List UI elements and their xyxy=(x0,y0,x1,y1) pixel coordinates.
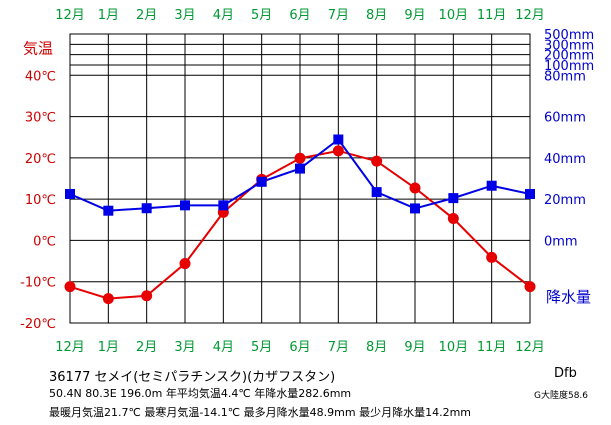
month-label-top: 10月 xyxy=(439,8,469,23)
precipitation-point xyxy=(295,163,305,174)
month-label-bottom: 9月 xyxy=(404,340,425,355)
month-label-top: 12月 xyxy=(515,8,545,23)
temperature-point xyxy=(141,290,153,302)
month-label-top: 11月 xyxy=(477,8,507,23)
plot-frame xyxy=(69,33,531,324)
month-label-bottom: 3月 xyxy=(174,340,195,355)
temperature-point xyxy=(179,258,191,270)
precipitation-top-label: 500mm xyxy=(544,28,594,43)
month-label-bottom: 4月 xyxy=(213,340,234,355)
precipitation-top-label: 100mm xyxy=(544,59,594,74)
temperature-point xyxy=(409,182,421,194)
temperature-tick-label: -20℃ xyxy=(20,317,56,332)
chart-grid xyxy=(70,34,530,323)
precipitation-point xyxy=(141,203,152,214)
precipitation-point xyxy=(525,188,535,199)
month-label-top: 5月 xyxy=(251,8,272,23)
chart-text: 40℃ 30℃ 20℃ 10℃ 0℃ -10℃ -20℃ 気温 80mm 60mm 40mm 20mm… xyxy=(20,8,594,355)
precipitation-tick-label: 40mm xyxy=(544,152,586,167)
month-label-top: 12月 xyxy=(55,8,85,23)
precipitation-point xyxy=(256,176,267,187)
temperature-axis-title: 気温 xyxy=(23,39,53,57)
temperature-point xyxy=(64,281,76,293)
month-label-top: 6月 xyxy=(289,8,310,23)
month-label-top: 3月 xyxy=(174,8,195,23)
precipitation-point xyxy=(371,187,382,198)
month-label-bottom: 1月 xyxy=(98,340,119,355)
precipitation-top-label: 200mm xyxy=(544,49,594,64)
precipitation-tick-label: 80mm xyxy=(544,69,586,84)
temperature-point xyxy=(486,251,498,263)
month-label-top: 2月 xyxy=(136,8,157,23)
temperature-tick-label: 0℃ xyxy=(33,234,56,249)
precipitation-tick-label: 0mm xyxy=(544,234,578,249)
month-label-top: 1月 xyxy=(98,8,119,23)
month-label-top: 7月 xyxy=(328,8,349,23)
chart-marks xyxy=(64,134,536,305)
station-stats-line2: 最暖月気温21.7℃ 最寒月気温-14.1℃ 最多月降水量48.9mm 最少月降… xyxy=(49,406,471,419)
precipitation-tick-label: 20mm xyxy=(544,193,586,208)
temperature-tick-label: 20℃ xyxy=(25,152,56,167)
precipitation-axis-title: 降水量 xyxy=(546,288,591,306)
month-label-bottom: 8月 xyxy=(366,340,387,355)
chart-axes xyxy=(69,33,531,324)
precipitation-point xyxy=(448,193,459,204)
precipitation-point xyxy=(218,200,229,211)
month-label-top: 4月 xyxy=(213,8,234,23)
month-label-bottom: 2月 xyxy=(136,340,157,355)
climate-class: Dfb xyxy=(554,366,577,381)
month-label-top: 9月 xyxy=(404,8,425,23)
precipitation-top-label: 300mm xyxy=(544,38,594,53)
precipitation-point xyxy=(333,134,344,145)
temperature-point xyxy=(102,293,114,305)
station-stats-line1: 50.4N 80.3E 196.0m 年平均気温4.4℃ 年降水量282.6mm xyxy=(49,387,352,400)
station-title: 36177 セメイ(セミパラチンスク)(カザフスタン) xyxy=(49,370,336,385)
month-label-bottom: 10月 xyxy=(439,340,469,355)
precipitation-point xyxy=(103,205,114,216)
temperature-point xyxy=(294,152,306,164)
precipitation-point xyxy=(65,188,75,199)
precipitation-point xyxy=(486,180,497,191)
precipitation-point xyxy=(180,200,190,211)
month-label-bottom: 5月 xyxy=(251,340,272,355)
temperature-point xyxy=(371,155,383,167)
month-label-bottom: 11月 xyxy=(477,340,507,355)
temperature-tick-label: 30℃ xyxy=(25,111,56,126)
temperature-tick-label: -10℃ xyxy=(20,276,56,291)
month-label-bottom: 12月 xyxy=(55,340,85,355)
precipitation-point xyxy=(410,203,420,214)
temperature-tick-label: 10℃ xyxy=(25,193,56,208)
temperature-tick-label: 40℃ xyxy=(25,69,56,84)
precipitation-tick-label: 60mm xyxy=(544,111,586,126)
month-label-bottom: 7月 xyxy=(328,340,349,355)
temperature-point xyxy=(447,213,459,225)
continentality-index: G大陸度58.6 xyxy=(534,391,589,401)
temperature-point xyxy=(332,145,344,157)
month-label-bottom: 6月 xyxy=(289,340,310,355)
month-label-bottom: 12月 xyxy=(515,340,545,355)
month-label-top: 8月 xyxy=(366,8,387,23)
temperature-point xyxy=(524,281,536,293)
